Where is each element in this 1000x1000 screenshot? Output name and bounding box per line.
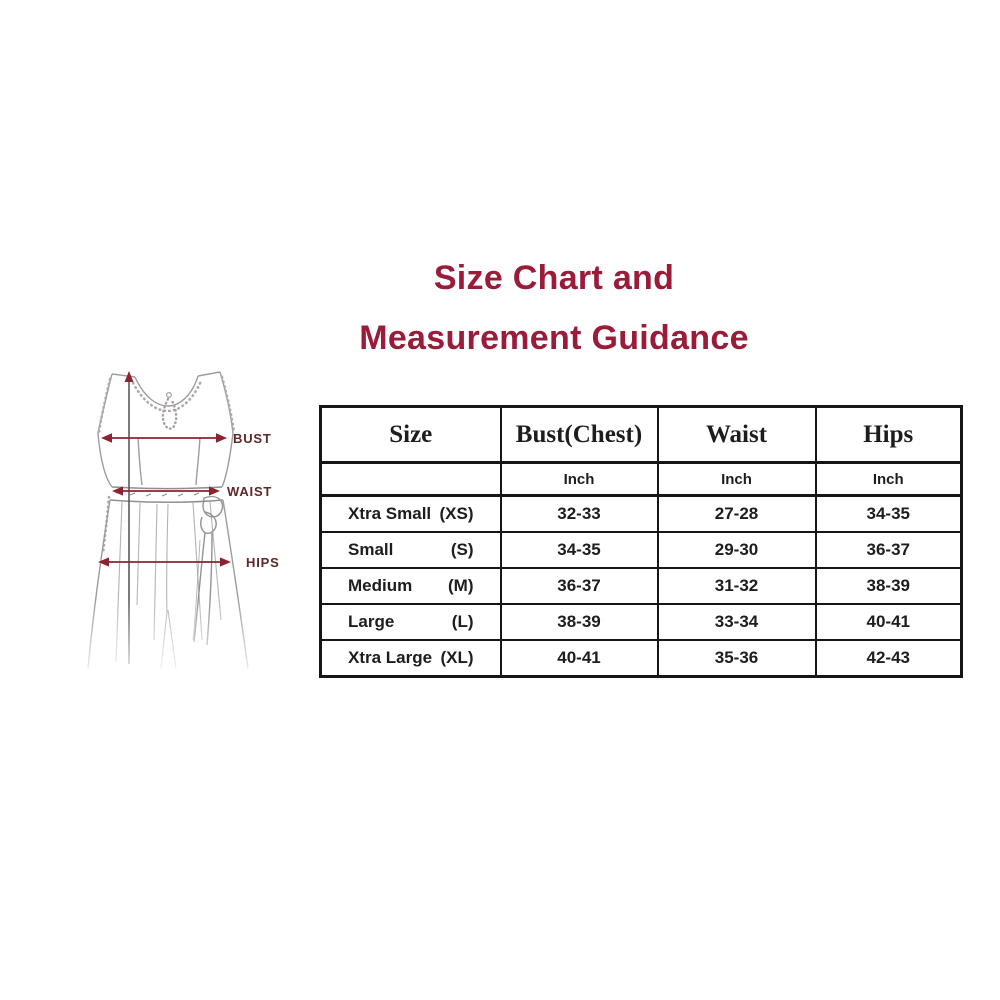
waist-cell: 35-36 <box>656 639 817 678</box>
size-name: Medium <box>348 576 413 595</box>
bust-cell: 34-35 <box>499 531 659 569</box>
sketch-fade <box>60 598 310 688</box>
table-header-row: Size Bust(Chest) Waist Hips <box>319 405 963 464</box>
size-name: Small <box>348 540 394 559</box>
size-name: Xtra Large <box>348 648 433 667</box>
waist-label: WAIST <box>227 484 273 499</box>
size-cell: Large (L) <box>319 603 502 641</box>
page-title-line-1: Size Chart and <box>433 259 675 297</box>
col-header-bust: Bust(Chest) <box>499 405 659 464</box>
size-cell: Small (S) <box>319 531 502 569</box>
hips-cell: 38-39 <box>814 567 963 605</box>
waist-cell: 31-32 <box>656 567 817 605</box>
table-row-s: Small (S) 34-35 29-30 36-37 <box>319 531 963 569</box>
dress-waistband <box>109 486 224 503</box>
size-cell: Xtra Large (XL) <box>319 639 502 678</box>
hips-measure-arrow <box>98 557 231 567</box>
unit-cell-bust: Inch <box>499 461 659 497</box>
table-row-xs: Xtra Small (XS) 32-33 27-28 34-35 <box>319 494 963 533</box>
size-cell: Medium (M) <box>319 567 502 605</box>
bust-cell: 40-41 <box>499 639 659 678</box>
col-header-waist: Waist <box>656 405 817 464</box>
size-cell: Xtra Small (XS) <box>319 494 502 533</box>
dress-keyhole-detail <box>161 392 178 430</box>
size-abbr: (XL) <box>440 648 474 667</box>
unit-cell-size <box>319 461 502 497</box>
dress-bodice-outline <box>97 371 234 488</box>
size-name: Large <box>348 612 395 631</box>
waist-cell: 29-30 <box>656 531 817 569</box>
dress-sketch <box>60 371 310 688</box>
hips-cell: 42-43 <box>814 639 963 678</box>
size-abbr: (L) <box>451 612 474 631</box>
size-abbr: (M) <box>448 576 474 595</box>
size-abbr: (XS) <box>439 504 474 523</box>
hips-cell: 40-41 <box>814 603 963 641</box>
size-abbr: (S) <box>450 540 474 559</box>
size-chart-table: Size Bust(Chest) Waist Hips Inch Inch In… <box>319 405 963 678</box>
bust-measure-arrow <box>101 433 227 443</box>
waist-cell: 33-34 <box>656 603 817 641</box>
bust-label: BUST <box>233 431 272 446</box>
table-units-row: Inch Inch Inch <box>319 461 963 497</box>
col-header-size: Size <box>319 405 502 464</box>
waist-cell: 27-28 <box>656 494 817 533</box>
table-row-xl: Xtra Large (XL) 40-41 35-36 42-43 <box>319 639 963 678</box>
hips-label: HIPS <box>246 555 280 570</box>
hips-cell: 34-35 <box>814 494 963 533</box>
table-row-l: Large (L) 38-39 33-34 40-41 <box>319 603 963 641</box>
col-header-hips: Hips <box>814 405 963 464</box>
bust-cell: 32-33 <box>499 494 659 533</box>
unit-cell-hips: Inch <box>814 461 963 497</box>
bust-cell: 36-37 <box>499 567 659 605</box>
unit-cell-waist: Inch <box>656 461 817 497</box>
table-row-m: Medium (M) 36-37 31-32 38-39 <box>319 567 963 605</box>
size-name: Xtra Small <box>348 504 432 523</box>
dress-measurement-diagram: BUST WAIST HIPS <box>0 0 330 700</box>
bust-cell: 38-39 <box>499 603 659 641</box>
page-title-line-2: Measurement Guidance <box>359 319 749 357</box>
hips-cell: 36-37 <box>814 531 963 569</box>
waist-measure-arrow <box>112 486 220 496</box>
page-title: Size Chart and Measurement Guidance <box>0 248 1000 368</box>
